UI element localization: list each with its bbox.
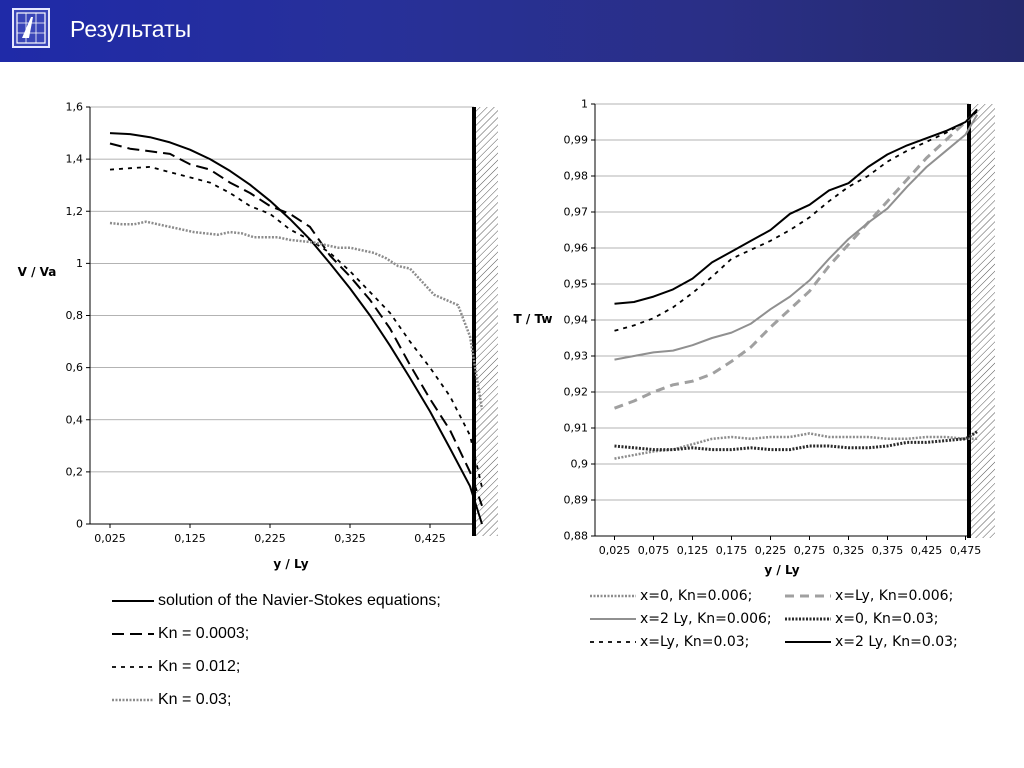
x-tick-label: 0,325 [334,532,366,545]
legend-swatch [112,698,154,702]
page-title: Результаты [70,16,192,42]
legend-swatch [112,600,154,602]
legend-entry: x=Ly, Kn=0.03; [590,634,749,650]
legend-label: Kn = 0.012; [158,658,241,675]
series-line-3 [109,165,483,488]
y-tick-label: 0,8 [66,309,84,322]
y-tick-label: 1,4 [66,153,84,166]
y-tick-label: 1 [76,257,83,270]
x-tick-label: 0,125 [677,544,709,557]
legend-entry: Kn = 0.0003; [112,625,249,643]
legend-swatch [590,641,636,643]
series-line-4 [614,430,978,452]
legend-entry: x=2 Ly, Kn=0.006; [590,611,772,627]
x-axis-label: y / Ly [764,563,799,577]
wall-hatch [969,104,995,538]
title-bar: Результаты [0,0,1024,62]
series-line-1 [614,432,978,460]
y-tick-label: 0,94 [564,314,589,327]
y-tick-label: 0,93 [564,350,589,363]
legend-swatch [112,633,154,635]
legend-label: x=0, Kn=0.03; [835,611,939,627]
legend-entry: x=2 Ly, Kn=0.03; [785,634,958,650]
legend-swatch [785,594,831,598]
legend-swatch [112,666,154,668]
legend-entry: x=Ly, Kn=0.006; [785,588,953,604]
series-line-5 [614,110,978,332]
legend-label: x=Ly, Kn=0.03; [640,634,750,650]
y-tick-label: 1,6 [66,101,84,114]
x-tick-label: 0,425 [911,544,943,557]
y-tick-label: 0,6 [66,361,84,374]
logo-graphic [16,12,46,44]
x-tick-label: 0,375 [872,544,904,557]
x-tick-label: 0,425 [414,532,446,545]
y-tick-label: 0,4 [66,413,84,426]
y-tick-label: 0,95 [564,278,589,291]
y-tick-label: 0,96 [564,242,589,255]
y-tick-label: 0,99 [564,134,589,147]
x-tick-label: 0,275 [794,544,826,557]
series-line-2 [613,110,979,410]
y-axis-label: T / Tw [514,312,553,326]
y-tick-label: 0,2 [66,465,84,478]
y-tick-label: 1 [581,98,588,111]
x-tick-label: 0,125 [174,532,206,545]
y-tick-label: 1,2 [66,205,84,218]
x-tick-label: 0,025 [94,532,126,545]
legend-label: x=0, Kn=0.006; [640,588,753,604]
legend-label: Kn = 0.0003; [158,625,250,642]
legend-entry: Kn = 0.03; [112,691,231,709]
legend-swatch [590,618,636,620]
series-line-4 [109,220,484,410]
legend-label: x=2 Ly, Kn=0.006; [640,611,772,627]
series-line-6 [614,108,978,305]
series-line-3 [614,114,979,361]
y-tick-label: 0,88 [564,530,589,543]
x-tick-label: 0,175 [716,544,748,557]
y-tick-label: 0,9 [571,458,589,471]
legend-entry: solution of the Navier-Stokes equations; [112,592,441,610]
legend-label: solution of the Navier-Stokes equations; [158,592,441,609]
series-line-1 [109,132,483,525]
x-tick-label: 0,325 [833,544,865,557]
legend-entry: x=0, Kn=0.03; [785,611,939,627]
y-tick-label: 0 [76,518,83,531]
x-tick-label: 0,225 [254,532,286,545]
y-tick-label: 0,89 [564,494,589,507]
y-tick-label: 0,98 [564,170,589,183]
legend-label: x=2 Ly, Kn=0.03; [835,634,958,650]
legend-swatch [785,617,831,621]
logo-icon [12,8,50,48]
x-tick-label: 0,475 [950,544,982,557]
legend-swatch [785,641,831,643]
legend-label: Kn = 0.03; [158,691,232,708]
x-tick-label: 0,025 [599,544,631,557]
wall-hatch [474,107,498,536]
x-tick-label: 0,075 [638,544,670,557]
x-axis-label: y / Ly [273,557,308,571]
y-tick-label: 0,97 [564,206,589,219]
legend-swatch [590,594,636,598]
x-tick-label: 0,225 [755,544,787,557]
y-tick-label: 0,92 [564,386,589,399]
legend-entry: Kn = 0.012; [112,658,240,676]
legend-entry: x=0, Kn=0.006; [590,588,752,604]
y-tick-label: 0,91 [564,422,589,435]
series-line-2 [109,142,483,507]
legend-label: x=Ly, Kn=0.006; [835,588,954,604]
y-axis-label: V / Va [18,265,57,279]
